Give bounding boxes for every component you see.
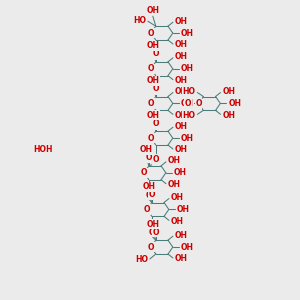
Text: OH: OH	[175, 40, 188, 50]
Text: O: O	[184, 99, 191, 108]
Text: HOH: HOH	[33, 146, 53, 154]
Text: OH: OH	[168, 156, 181, 165]
Text: O: O	[152, 228, 159, 237]
Text: OH: OH	[140, 146, 152, 154]
Text: OH: OH	[223, 111, 236, 120]
Text: OH: OH	[146, 220, 159, 229]
Text: OH: OH	[175, 111, 188, 120]
Text: O: O	[152, 120, 159, 129]
Text: O: O	[152, 50, 159, 59]
Text: OH: OH	[146, 111, 159, 120]
Text: O: O	[146, 153, 152, 162]
Text: OH: OH	[181, 243, 194, 252]
Text: O: O	[144, 205, 150, 214]
Text: OH: OH	[223, 87, 236, 96]
Text: OH: OH	[175, 146, 188, 154]
Text: OH: OH	[175, 87, 188, 96]
Text: OH: OH	[177, 205, 190, 214]
Text: OH: OH	[181, 99, 194, 108]
Text: OH: OH	[175, 76, 188, 85]
Text: OH: OH	[168, 180, 181, 189]
Text: HO: HO	[133, 16, 146, 25]
Text: OH: OH	[146, 6, 159, 15]
Text: OH: OH	[171, 217, 184, 226]
Text: OH: OH	[228, 99, 241, 108]
Text: O: O	[152, 84, 159, 93]
Text: OH: OH	[175, 52, 188, 62]
Text: OH: OH	[146, 41, 159, 50]
Text: OH: OH	[181, 64, 194, 73]
Text: O: O	[152, 85, 159, 94]
Text: O: O	[148, 134, 154, 142]
Text: O: O	[152, 50, 159, 58]
Text: OH: OH	[181, 28, 194, 38]
Text: O: O	[148, 243, 154, 252]
Text: HO: HO	[135, 256, 148, 265]
Text: HO: HO	[182, 87, 195, 96]
Text: O: O	[148, 64, 154, 73]
Text: OH: OH	[171, 193, 184, 202]
Text: OH: OH	[175, 254, 188, 263]
Text: O: O	[141, 168, 147, 177]
Text: HO: HO	[182, 111, 195, 120]
Text: OH: OH	[175, 122, 188, 131]
Text: O: O	[152, 119, 159, 128]
Text: OH: OH	[146, 76, 159, 85]
Text: OH: OH	[142, 182, 155, 191]
Text: O: O	[148, 28, 154, 38]
Text: OH: OH	[175, 17, 188, 26]
Text: O: O	[148, 228, 155, 237]
Text: OH: OH	[181, 134, 194, 142]
Text: O: O	[195, 99, 202, 108]
Text: O: O	[152, 155, 159, 164]
Text: OH: OH	[175, 231, 188, 240]
Text: OH: OH	[174, 168, 187, 177]
Text: O: O	[146, 190, 152, 200]
Text: O: O	[148, 190, 155, 199]
Text: O: O	[148, 99, 154, 108]
